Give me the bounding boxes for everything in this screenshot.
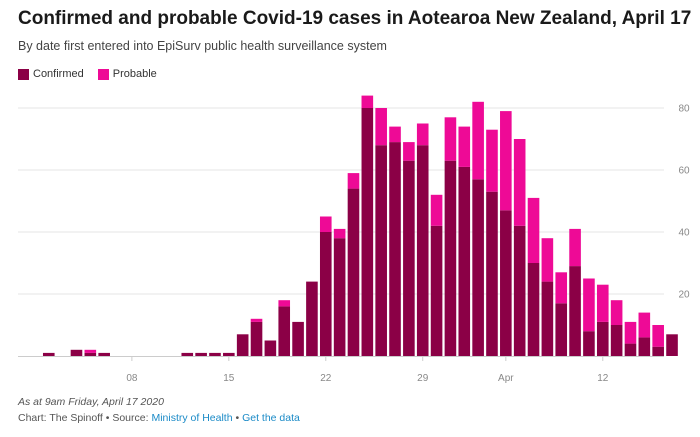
bar-confirmed-16[interactable] (250, 321, 263, 356)
bar-confirmed-15[interactable] (236, 334, 249, 356)
bar-probable-31[interactable] (458, 126, 471, 167)
as-at-note: As at 9am Friday, April 17 2020 (18, 396, 164, 408)
legend: Confirmed Probable (18, 68, 171, 80)
bar-probable-29[interactable] (430, 194, 443, 226)
x-tick-label-15: 15 (223, 373, 235, 384)
bar-confirmed-46[interactable] (666, 334, 678, 356)
bar-probable-25[interactable] (375, 108, 387, 146)
legend-label-probable: Probable (112, 68, 157, 80)
bar-confirmed-33[interactable] (486, 191, 498, 356)
bar-confirmed-12[interactable] (195, 352, 207, 356)
bar-confirmed-21[interactable] (319, 232, 332, 356)
bar-confirmed-4[interactable] (84, 352, 97, 356)
x-tick-label-12: 12 (597, 373, 609, 384)
bar-probable-16[interactable] (250, 318, 263, 322)
bar-confirmed-14[interactable] (223, 352, 235, 356)
credit-prefix: Chart: The Spinoff • Source: (18, 412, 152, 424)
axes: 20 40 60 80 08 15 22 29 Apr 12 (18, 104, 690, 384)
legend-swatch-confirmed (18, 68, 29, 80)
bar-confirmed-45[interactable] (652, 346, 664, 356)
bar-probable-22[interactable] (333, 228, 346, 239)
credit-line: Chart: The Spinoff • Source: Ministry of… (18, 412, 300, 424)
bar-probable-28[interactable] (416, 123, 429, 146)
bar-probable-30[interactable] (444, 117, 457, 161)
bar-confirmed-40[interactable] (583, 331, 595, 356)
bar-probable-37[interactable] (541, 238, 554, 282)
bar-probable-27[interactable] (403, 142, 415, 161)
x-tick-label-29: 29 (417, 373, 429, 384)
bar-confirmed-34[interactable] (500, 210, 512, 356)
bar-confirmed-42[interactable] (610, 325, 623, 356)
bar-probable-23[interactable] (347, 173, 360, 189)
legend-label-confirmed: Confirmed (33, 68, 84, 80)
bar-probable-44[interactable] (638, 312, 651, 338)
bar-probable-34[interactable] (500, 111, 512, 211)
bar-confirmed-31[interactable] (458, 166, 471, 356)
chart-subtitle: By date first entered into EpiSurv publi… (18, 39, 387, 53)
bar-confirmed-20[interactable] (306, 281, 318, 356)
bar-confirmed-35[interactable] (513, 225, 526, 356)
bar-confirmed-39[interactable] (569, 266, 581, 356)
bar-probable-26[interactable] (389, 126, 401, 143)
source-link[interactable]: Ministry of Health (151, 412, 233, 424)
chart-title: Confirmed and probable Covid-19 cases in… (18, 8, 692, 29)
bar-probable-41[interactable] (596, 284, 609, 322)
bar-confirmed-30[interactable] (444, 160, 457, 356)
bar-confirmed-11[interactable] (181, 352, 194, 356)
bar-probable-4[interactable] (84, 349, 97, 353)
bar-probable-43[interactable] (624, 321, 637, 344)
bar-confirmed-3[interactable] (70, 349, 83, 356)
bar-probable-21[interactable] (319, 216, 332, 233)
legend-item-probable[interactable]: Probable (97, 68, 157, 80)
bar-probable-36[interactable] (527, 197, 540, 263)
bar-confirmed-36[interactable] (527, 263, 540, 356)
bar-probable-42[interactable] (610, 300, 623, 325)
bar-confirmed-24[interactable] (361, 108, 374, 356)
bar-probable-39[interactable] (569, 228, 581, 267)
bar-probable-38[interactable] (555, 272, 568, 304)
bar-probable-35[interactable] (513, 139, 526, 226)
y-tick-label-60: 60 (678, 166, 690, 177)
x-tick-label-08: 08 (126, 373, 138, 384)
bar-confirmed-27[interactable] (403, 160, 415, 356)
get-data-link[interactable]: Get the data (242, 412, 300, 424)
bar-probable-32[interactable] (472, 101, 484, 180)
bar-confirmed-43[interactable] (624, 343, 637, 356)
bar-confirmed-28[interactable] (416, 145, 429, 356)
bar-confirmed-23[interactable] (347, 188, 360, 356)
bar-probable-45[interactable] (652, 325, 664, 347)
credit-separator: • (232, 412, 243, 424)
bar-confirmed-5[interactable] (98, 352, 110, 356)
bar-confirmed-25[interactable] (375, 145, 387, 356)
bar-confirmed-1[interactable] (42, 352, 55, 356)
bar-confirmed-19[interactable] (292, 321, 304, 356)
bar-confirmed-18[interactable] (278, 306, 291, 356)
bar-confirmed-17[interactable] (264, 340, 277, 357)
y-tick-label-40: 40 (678, 228, 690, 239)
bar-confirmed-37[interactable] (541, 281, 554, 356)
bar-probable-40[interactable] (583, 278, 595, 332)
bar-confirmed-22[interactable] (333, 238, 346, 356)
bar-probable-33[interactable] (486, 129, 498, 192)
bar-probable-24[interactable] (361, 95, 374, 108)
bar-confirmed-26[interactable] (389, 142, 401, 356)
bar-confirmed-13[interactable] (209, 352, 221, 356)
bar-confirmed-32[interactable] (472, 179, 484, 356)
y-tick-label-20: 20 (678, 290, 690, 301)
bars (42, 95, 678, 357)
y-tick-label-80: 80 (678, 104, 690, 115)
bar-confirmed-38[interactable] (555, 303, 568, 356)
legend-swatch-probable (97, 68, 109, 80)
legend-item-confirmed[interactable]: Confirmed (18, 68, 84, 80)
x-tick-label-22: 22 (320, 373, 332, 384)
x-tick-label-Apr: Apr (498, 373, 514, 384)
bar-confirmed-29[interactable] (430, 225, 443, 356)
bar-probable-18[interactable] (278, 300, 291, 307)
bar-confirmed-44[interactable] (638, 337, 651, 356)
bar-confirmed-41[interactable] (596, 321, 609, 356)
